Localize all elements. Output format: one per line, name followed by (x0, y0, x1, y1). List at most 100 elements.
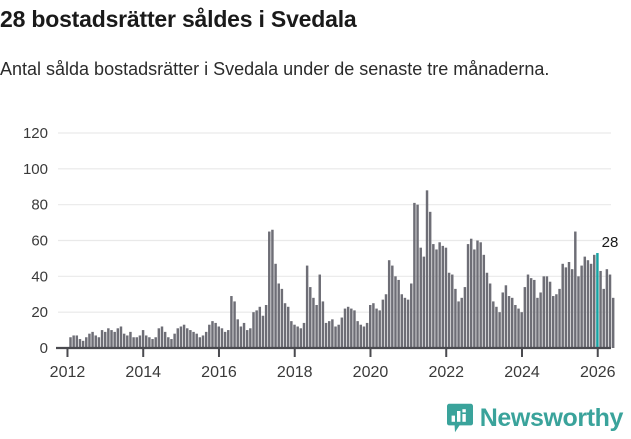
bar (283, 303, 287, 348)
y-axis-tick-label: 100 (23, 161, 48, 178)
bar (293, 324, 296, 348)
bar (542, 276, 545, 348)
bar (258, 306, 262, 348)
bar (334, 326, 337, 348)
bar (580, 265, 583, 348)
bar (526, 274, 530, 348)
bar (236, 319, 239, 348)
bar (151, 339, 154, 348)
y-axis-tick-label: 120 (23, 125, 48, 142)
bar (574, 231, 577, 348)
bar (539, 292, 542, 348)
bar (163, 331, 167, 349)
bar (233, 301, 236, 348)
y-axis-tick-label: 0 (40, 340, 48, 357)
bar (116, 328, 120, 348)
page-title: 28 bostadsrätter såldes i Svedala (0, 6, 357, 32)
x-axis-tick-label: 2026 (580, 364, 616, 381)
bar (593, 254, 596, 348)
x-axis-tick-label: 2024 (504, 364, 540, 381)
highlight-value-label: 28 (602, 234, 619, 251)
bar (567, 262, 571, 348)
bar (346, 306, 350, 348)
y-axis-tick-label: 60 (31, 232, 48, 249)
bar (340, 317, 344, 348)
bar (331, 319, 334, 348)
bar (97, 337, 101, 348)
bar (425, 190, 429, 348)
bar (482, 254, 486, 348)
x-axis-tick-label: 2012 (50, 364, 86, 381)
bar (381, 299, 385, 349)
bar (372, 303, 375, 348)
x-axis-tick-label: 2018 (277, 364, 313, 381)
bar (378, 310, 381, 349)
bar (337, 324, 340, 348)
bar (507, 296, 511, 348)
bar (463, 287, 467, 348)
bar (514, 305, 517, 348)
bar (135, 337, 138, 348)
bar (132, 337, 135, 348)
bar (312, 297, 315, 348)
bar (583, 256, 587, 349)
bar (78, 339, 82, 348)
bar (365, 322, 369, 348)
bar (555, 294, 558, 348)
bar (245, 330, 249, 348)
bar (533, 279, 536, 348)
bar (239, 326, 243, 348)
bar (88, 333, 91, 348)
bar (479, 242, 482, 348)
bar (350, 308, 353, 348)
bar (85, 337, 88, 348)
bar (454, 288, 457, 349)
bar (416, 204, 419, 348)
bar (204, 331, 208, 349)
bar (397, 279, 400, 348)
bar (457, 301, 460, 348)
bar (413, 202, 416, 349)
bar (359, 324, 362, 348)
bar (277, 283, 280, 348)
bar (605, 269, 609, 348)
bar (69, 337, 72, 348)
bar (375, 308, 378, 348)
bar (394, 276, 397, 348)
bar (495, 306, 498, 348)
bar (403, 297, 407, 348)
bar (608, 274, 612, 348)
bar (296, 326, 299, 348)
bar (343, 308, 347, 348)
bar (485, 272, 489, 348)
bar (400, 294, 404, 348)
bar (148, 337, 151, 348)
brand-name: Newsworthy (479, 404, 624, 432)
bar (548, 281, 552, 348)
bar (309, 287, 312, 348)
chart-footer: Newsworthy (0, 400, 631, 439)
bar (217, 326, 221, 348)
newsworthy-logo[interactable]: Newsworthy (446, 403, 624, 433)
bar (384, 294, 388, 348)
bar (545, 276, 549, 348)
bar (75, 335, 79, 348)
bar (176, 328, 179, 348)
bar (107, 328, 110, 348)
bar (438, 242, 441, 348)
bar (536, 297, 539, 348)
bar (387, 260, 391, 348)
bar (195, 333, 198, 348)
bar (466, 244, 470, 348)
y-axis-tick-label: 20 (31, 304, 48, 321)
bar (242, 322, 246, 348)
bar (211, 321, 214, 349)
bar (564, 267, 568, 349)
bar (290, 321, 293, 349)
bar (362, 326, 366, 348)
bar (469, 238, 473, 348)
bar (611, 297, 615, 348)
bar (173, 333, 176, 348)
bar (517, 308, 520, 348)
